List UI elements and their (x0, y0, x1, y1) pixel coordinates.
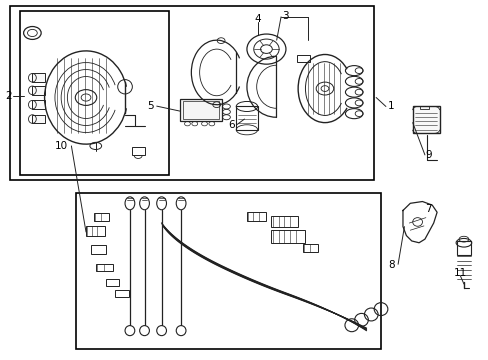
Bar (32, 115, 44, 123)
Text: 10: 10 (55, 141, 68, 151)
Text: 4: 4 (254, 14, 261, 24)
Text: 6: 6 (228, 120, 234, 130)
Bar (296, 55, 310, 62)
Text: 3: 3 (281, 11, 288, 21)
Bar (32, 100, 44, 109)
Text: 8: 8 (387, 260, 394, 270)
Bar (32, 73, 44, 82)
Text: 11: 11 (453, 268, 466, 278)
Bar (271, 216, 298, 226)
Bar (271, 230, 305, 243)
Text: 5: 5 (146, 101, 153, 111)
Bar (456, 241, 470, 255)
Bar (182, 101, 219, 119)
Text: 2: 2 (6, 91, 12, 102)
Bar (76, 193, 380, 348)
Bar (115, 290, 129, 297)
Bar (132, 147, 144, 155)
Bar (180, 99, 221, 121)
Bar (246, 212, 266, 221)
Bar (94, 213, 109, 221)
Bar (419, 106, 428, 109)
Bar (32, 86, 44, 95)
Text: 7: 7 (425, 204, 431, 214)
Bar (303, 244, 317, 252)
Text: 9: 9 (425, 150, 431, 160)
Bar (96, 264, 113, 271)
Bar (20, 12, 168, 175)
Bar (86, 226, 104, 235)
Bar (91, 244, 105, 253)
Text: 1: 1 (386, 102, 393, 112)
Bar (412, 107, 439, 134)
Bar (10, 6, 373, 180)
Bar (105, 279, 119, 286)
Bar (236, 107, 257, 130)
